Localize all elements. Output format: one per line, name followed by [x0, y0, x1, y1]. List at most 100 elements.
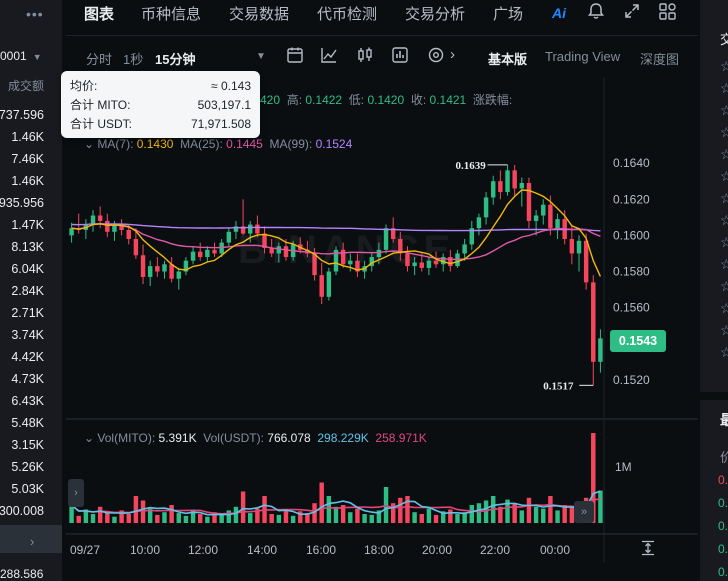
favorite-star-icon[interactable]: ☆: [720, 124, 728, 140]
volume-bar[interactable]: [147, 508, 153, 523]
view-tradingview[interactable]: Trading View: [545, 49, 621, 64]
volume-bar[interactable]: [169, 505, 174, 523]
candle-body[interactable]: [255, 224, 260, 234]
candle-body[interactable]: [412, 262, 417, 267]
order-book-row[interactable]: 1.46K: [11, 130, 44, 144]
candle-body[interactable]: [283, 246, 289, 258]
candle-body[interactable]: [140, 255, 146, 277]
volume-bar[interactable]: [76, 515, 81, 523]
kline-chart-canvas[interactable]: BINANCE0.16400.16200.16000.15800.15600.1…: [66, 77, 698, 563]
volume-bar[interactable]: [362, 514, 367, 523]
order-book-row[interactable]: 3.74K: [11, 328, 44, 342]
order-book-row[interactable]: 2.71K: [11, 306, 44, 320]
volume-bar[interactable]: [598, 490, 603, 523]
favorite-star-icon[interactable]: ☆: [720, 168, 728, 184]
toolbar-scroll-right-icon[interactable]: ›: [450, 46, 455, 63]
scroll-latest-button[interactable]: »: [574, 501, 594, 523]
volume-bar[interactable]: [248, 513, 253, 523]
order-book-row[interactable]: 1.46K: [11, 174, 44, 188]
volume-bar[interactable]: [533, 506, 539, 523]
volume-bar[interactable]: [440, 511, 446, 523]
indicator-settings-icon[interactable]: [391, 46, 409, 69]
gear-icon[interactable]: [427, 46, 445, 69]
ai-button[interactable]: Ai: [552, 5, 566, 21]
calendar-icon[interactable]: [286, 46, 304, 69]
order-book-row[interactable]: 8.13K: [11, 240, 44, 254]
candle-body[interactable]: [383, 228, 389, 250]
candle-body[interactable]: [262, 233, 267, 249]
view-basic[interactable]: 基本版: [488, 52, 528, 67]
volume-bar[interactable]: [333, 506, 339, 523]
order-book-row[interactable]: 935.956: [0, 196, 44, 210]
candle-body[interactable]: [405, 253, 410, 267]
candle-body[interactable]: [176, 271, 181, 279]
volume-bar[interactable]: [419, 514, 424, 523]
volume-bar[interactable]: [155, 514, 160, 523]
interval-1s[interactable]: 1秒: [123, 52, 144, 67]
volume-bar[interactable]: [140, 500, 146, 524]
favorite-star-icon[interactable]: ☆: [720, 278, 728, 294]
volume-bar[interactable]: [305, 513, 310, 523]
volume-bar[interactable]: [255, 508, 260, 523]
candle-body[interactable]: [398, 239, 403, 254]
candle-body[interactable]: [426, 260, 432, 268]
volume-bar[interactable]: [398, 497, 403, 523]
candle-body[interactable]: [133, 239, 139, 256]
volume-bar[interactable]: [448, 509, 453, 524]
candle-body[interactable]: [390, 228, 396, 239]
volume-bar[interactable]: [112, 516, 117, 523]
candle-body[interactable]: [155, 266, 160, 272]
candle-body[interactable]: [183, 260, 189, 272]
candle-body[interactable]: [555, 219, 560, 229]
candle-body[interactable]: [119, 224, 124, 230]
volume-bar[interactable]: [548, 496, 553, 523]
order-book-row[interactable]: 5.48K: [11, 416, 44, 430]
grid-icon[interactable]: [658, 1, 678, 26]
candle-body[interactable]: [512, 170, 517, 189]
candle-body[interactable]: [476, 217, 482, 229]
favorite-star-icon[interactable]: ☆: [720, 146, 728, 162]
candle-body[interactable]: [233, 226, 239, 232]
candle-body[interactable]: [105, 220, 110, 232]
volume-bar[interactable]: [426, 508, 432, 523]
candle-body[interactable]: [169, 264, 174, 279]
tab-token-check[interactable]: 代币检测: [317, 6, 378, 23]
volume-bar[interactable]: [369, 514, 374, 523]
volume-bar[interactable]: [562, 505, 567, 523]
favorite-star-icon[interactable]: ☆: [720, 80, 728, 96]
order-book-row[interactable]: 4.42K: [11, 350, 44, 364]
volume-bar[interactable]: [105, 512, 110, 523]
candle-body[interactable]: [248, 224, 253, 234]
volume-bar[interactable]: [355, 508, 360, 523]
volume-bar[interactable]: [119, 510, 124, 523]
candle-body[interactable]: [419, 262, 424, 268]
volume-bar[interactable]: [505, 499, 510, 523]
ma-collapse-icon[interactable]: ⌄: [84, 137, 95, 151]
volume-bar[interactable]: [340, 505, 346, 523]
favorite-star-icon[interactable]: ☆: [720, 322, 728, 338]
candle-body[interactable]: [583, 240, 589, 283]
favorite-star-icon[interactable]: ☆: [720, 190, 728, 206]
candle-body[interactable]: [519, 183, 525, 189]
volume-bar[interactable]: [162, 512, 167, 523]
volume-bar[interactable]: [283, 510, 289, 523]
order-book-row[interactable]: 5.03K: [11, 482, 44, 496]
candle-body[interactable]: [505, 170, 510, 193]
candle-body[interactable]: [276, 246, 282, 254]
volume-bar[interactable]: [519, 510, 525, 523]
candle-body[interactable]: [212, 249, 217, 254]
volume-bar[interactable]: [290, 515, 296, 523]
candle-body[interactable]: [355, 260, 360, 272]
volume-bar[interactable]: [526, 497, 532, 523]
volume-bar[interactable]: [312, 503, 317, 523]
candle-body[interactable]: [312, 253, 317, 276]
volume-bar[interactable]: [183, 515, 189, 523]
candle-body[interactable]: [147, 266, 153, 277]
order-book-row[interactable]: 737.596: [0, 108, 44, 122]
tab-coin-info[interactable]: 币种信息: [141, 6, 202, 23]
candle-body[interactable]: [498, 181, 503, 193]
candle-body[interactable]: [319, 275, 324, 297]
volume-bar[interactable]: [176, 513, 181, 523]
volume-bar[interactable]: [541, 508, 546, 523]
scroll-left-button[interactable]: ›: [68, 479, 84, 507]
